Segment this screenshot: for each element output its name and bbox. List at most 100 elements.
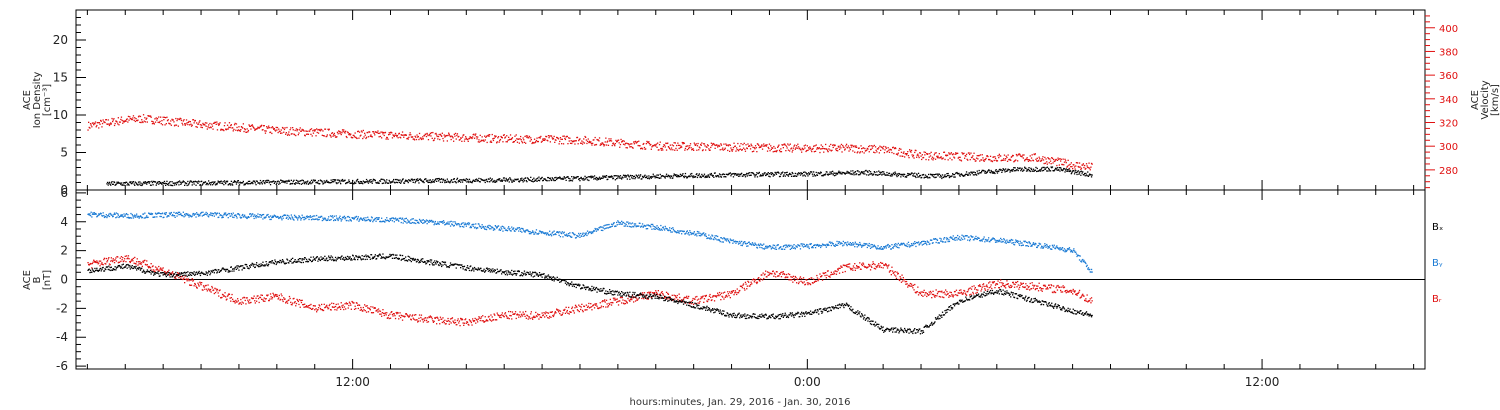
density-series-point xyxy=(670,175,673,178)
density-series-point xyxy=(1063,167,1065,170)
by-series-point xyxy=(812,247,814,249)
velocity-series-point xyxy=(538,136,541,138)
by-series-point xyxy=(498,229,500,231)
by-series-point xyxy=(144,212,146,214)
density-series-point xyxy=(194,180,196,182)
density-series-point xyxy=(586,179,589,181)
velocity-series-point xyxy=(704,145,706,147)
by-series-point xyxy=(501,228,503,230)
velocity-series-point xyxy=(1037,160,1039,162)
velocity-series-point xyxy=(275,126,277,129)
density-series-point xyxy=(871,172,873,175)
density-series-point xyxy=(914,172,916,174)
by-series-point xyxy=(389,219,392,221)
velocity-series-point xyxy=(759,146,761,148)
velocity-series-point xyxy=(953,157,956,159)
velocity-series-point xyxy=(1021,156,1023,158)
density-series-point xyxy=(862,171,864,173)
by-series-point xyxy=(1059,249,1061,251)
density-series-point xyxy=(418,182,420,184)
density-series-point xyxy=(624,174,627,177)
by-series-point xyxy=(281,219,283,221)
velocity-series-point xyxy=(516,138,518,140)
density-series-point xyxy=(189,181,191,183)
velocity-series-point xyxy=(528,137,530,139)
density-series-point xyxy=(505,177,507,180)
velocity-series-point xyxy=(295,134,297,137)
density-series-point xyxy=(843,172,845,174)
density-series-point xyxy=(366,181,368,183)
velocity-series-point xyxy=(566,135,568,138)
velocity-series-point xyxy=(1068,167,1071,170)
density-series-point xyxy=(130,183,133,185)
by-series-point xyxy=(293,219,295,221)
density-series-point xyxy=(538,180,541,182)
velocity-series-point xyxy=(776,149,778,152)
velocity-series-point xyxy=(809,147,812,149)
velocity-series-point xyxy=(943,151,946,153)
velocity-series-point xyxy=(794,148,796,150)
by-series-point xyxy=(953,238,955,241)
density-series-point xyxy=(337,182,339,184)
velocity-series-point xyxy=(514,135,516,137)
density-series-point xyxy=(706,175,708,177)
by-series-point xyxy=(338,218,340,220)
velocity-series-point xyxy=(864,147,866,150)
velocity-series-point xyxy=(180,118,182,120)
by-series-point xyxy=(1032,243,1034,245)
density-series-point xyxy=(610,175,613,177)
density-series-point xyxy=(876,171,878,173)
velocity-series-point xyxy=(156,119,158,121)
velocity-series-point xyxy=(893,152,895,155)
velocity-series-point xyxy=(544,139,546,141)
by-series-point xyxy=(1030,245,1032,247)
velocity-series-point xyxy=(280,129,282,131)
velocity-series-point xyxy=(782,144,784,146)
density-series-point xyxy=(856,173,858,175)
velocity-series-point xyxy=(235,123,238,125)
by-series-point xyxy=(774,248,776,250)
velocity-series-point xyxy=(151,120,153,122)
by-series-point xyxy=(610,223,613,225)
by-series-point xyxy=(852,244,855,246)
density-series-point xyxy=(919,174,922,177)
by-series-point xyxy=(529,231,531,233)
density-series-point xyxy=(1020,168,1023,171)
density-series-point xyxy=(748,172,750,174)
density-series-point xyxy=(1016,169,1018,171)
density-series-point xyxy=(801,173,803,175)
by-series-point xyxy=(669,227,671,229)
velocity-series-point xyxy=(945,154,947,156)
by-series-point xyxy=(163,213,166,215)
by-series-point xyxy=(1026,245,1028,247)
by-series-point xyxy=(580,232,582,235)
density-series-point xyxy=(1027,170,1029,172)
velocity-series-point xyxy=(903,151,905,153)
velocity-series-point xyxy=(362,137,364,140)
velocity-series-point xyxy=(140,121,142,124)
velocity-series-point xyxy=(720,144,723,146)
density-series-point xyxy=(948,174,950,177)
velocity-series-point xyxy=(865,149,867,152)
by-series-point xyxy=(741,244,743,247)
density-series-point xyxy=(139,181,141,183)
velocity-series-point xyxy=(223,125,226,127)
velocity-series-point xyxy=(262,125,265,127)
velocity-series-point xyxy=(770,145,772,147)
density-series-point xyxy=(650,177,652,179)
by-series-point xyxy=(595,228,597,231)
velocity-series-point xyxy=(871,147,874,149)
by-series-point xyxy=(751,242,754,244)
velocity-series-point xyxy=(832,146,834,149)
by-series-point xyxy=(1025,245,1027,247)
velocity-series-point xyxy=(492,139,495,142)
velocity-series-point xyxy=(895,147,897,150)
velocity-series-point xyxy=(382,133,384,135)
density-series-point xyxy=(553,179,555,182)
by-series-point xyxy=(1003,239,1006,241)
by-series-point xyxy=(974,238,976,240)
density-series-point xyxy=(1019,167,1021,169)
velocity-series-point xyxy=(244,128,246,130)
velocity-series-point xyxy=(234,122,236,125)
density-series-point xyxy=(890,175,892,177)
